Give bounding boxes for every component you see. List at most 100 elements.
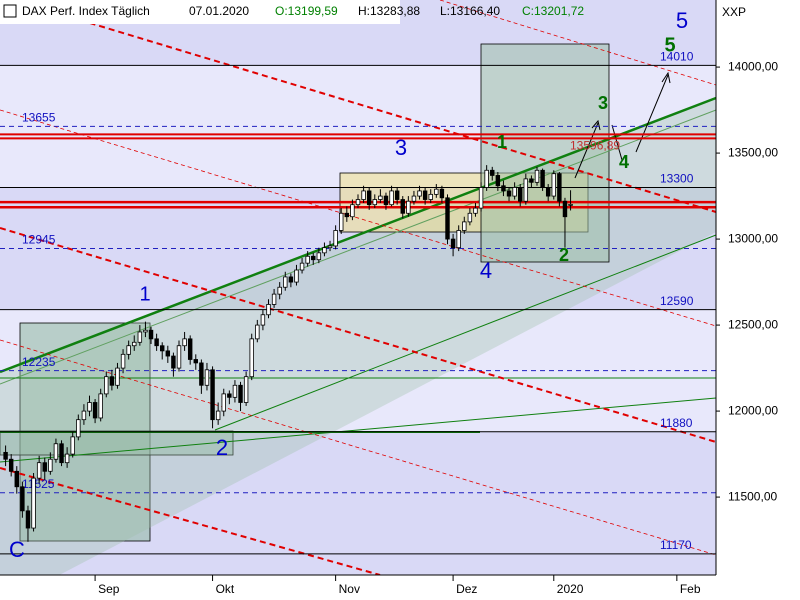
wave-label: 5 — [676, 8, 688, 33]
header-high: H:13283,88 — [358, 4, 420, 18]
candle-body — [14, 470, 19, 488]
candle-body — [389, 190, 394, 206]
candle-body — [87, 402, 92, 412]
candle-body — [193, 359, 198, 364]
candle-body — [501, 185, 506, 192]
wave-label: 3 — [598, 93, 608, 113]
candle-body — [227, 393, 232, 398]
candle-body — [283, 276, 288, 288]
candle-body — [8, 458, 14, 472]
candle-body — [545, 187, 551, 197]
candle-body — [428, 193, 433, 200]
candle-body — [462, 221, 467, 231]
candle-body — [143, 329, 148, 333]
axis-label: XXP — [722, 5, 746, 19]
candle-body — [484, 169, 489, 188]
wave-label: 3 — [395, 135, 407, 160]
wave-label: 1 — [497, 132, 507, 152]
candle-body — [31, 477, 36, 529]
candle-body — [350, 204, 355, 218]
candle-body — [243, 376, 249, 403]
candle-body — [551, 173, 556, 197]
candle-body — [204, 369, 210, 386]
candle-body — [36, 462, 42, 479]
candle-body — [3, 451, 8, 460]
candle-body — [339, 212, 344, 231]
candle-body — [506, 190, 512, 197]
candle-body — [478, 187, 484, 209]
header-open: O:13199,59 — [275, 4, 338, 18]
candle-body — [311, 255, 316, 261]
wave-label: 2 — [216, 435, 228, 460]
candle-body — [171, 355, 176, 369]
candle-body — [529, 178, 534, 183]
x-tick-label: 2020 — [557, 582, 584, 596]
candle-body — [540, 169, 545, 188]
candle-body — [557, 173, 562, 202]
header-bg — [0, 0, 400, 24]
candle-body — [568, 203, 573, 206]
axis-panel — [0, 575, 716, 600]
candle-body — [562, 200, 568, 218]
wave-label: 4 — [480, 258, 492, 283]
candle-body — [534, 169, 540, 183]
candle-body — [154, 338, 159, 347]
candle-body — [327, 245, 333, 249]
candle-body — [450, 238, 456, 249]
candle-body — [25, 510, 31, 529]
candle-body — [394, 190, 400, 200]
wave-label: C — [9, 537, 25, 562]
level-label: 11170 — [660, 538, 692, 552]
candle-body — [490, 169, 495, 176]
candle-body — [165, 350, 171, 357]
resistance-label: 13596,89 — [570, 139, 620, 153]
candle-body — [277, 286, 282, 295]
candle-body — [406, 200, 411, 214]
candle-body — [417, 190, 422, 197]
level-label: 12590 — [660, 294, 694, 308]
candle-body — [288, 276, 294, 283]
candle-body — [126, 345, 131, 355]
candle-body — [434, 188, 439, 195]
candle-body — [322, 247, 327, 254]
level-label: 14010 — [660, 50, 694, 64]
x-tick-label: Nov — [339, 582, 360, 596]
candle-body — [411, 195, 417, 202]
candle-body — [266, 304, 271, 316]
candle-body — [355, 199, 361, 206]
candle-body — [215, 410, 221, 421]
candle-body — [199, 362, 204, 386]
candle-body — [104, 376, 109, 395]
candle-body — [115, 367, 120, 386]
candle-body — [64, 453, 70, 464]
candle-body — [383, 195, 389, 206]
candle-body — [366, 190, 372, 206]
candle-body — [271, 293, 277, 305]
y-tick-label: 12500,00 — [728, 317, 778, 331]
y-tick-label: 12000,00 — [728, 403, 778, 417]
candle-body — [456, 230, 461, 249]
wave-label: 4 — [619, 152, 629, 172]
x-tick-label: Sep — [98, 582, 120, 596]
candle-body — [76, 419, 81, 438]
candle-body — [98, 393, 103, 419]
candle-body — [294, 269, 299, 283]
trendline — [0, 467, 381, 576]
candle-body — [299, 262, 305, 271]
header-close: C:13201,72 — [522, 4, 584, 18]
candle-body — [316, 252, 322, 261]
trendline — [439, 0, 717, 86]
candle-body — [400, 199, 405, 214]
trendline — [0, 109, 717, 327]
header-name: DAX Perf. Index Täglich — [22, 4, 150, 18]
trendline — [0, 227, 717, 443]
candle-body — [422, 190, 428, 200]
candle-body — [81, 410, 87, 421]
level-label: 12235 — [22, 355, 56, 369]
candle-body — [221, 393, 226, 412]
level-label: 11525 — [22, 477, 55, 491]
trendline — [0, 96, 717, 374]
candle-body — [176, 345, 182, 369]
arrow — [574, 71, 671, 179]
